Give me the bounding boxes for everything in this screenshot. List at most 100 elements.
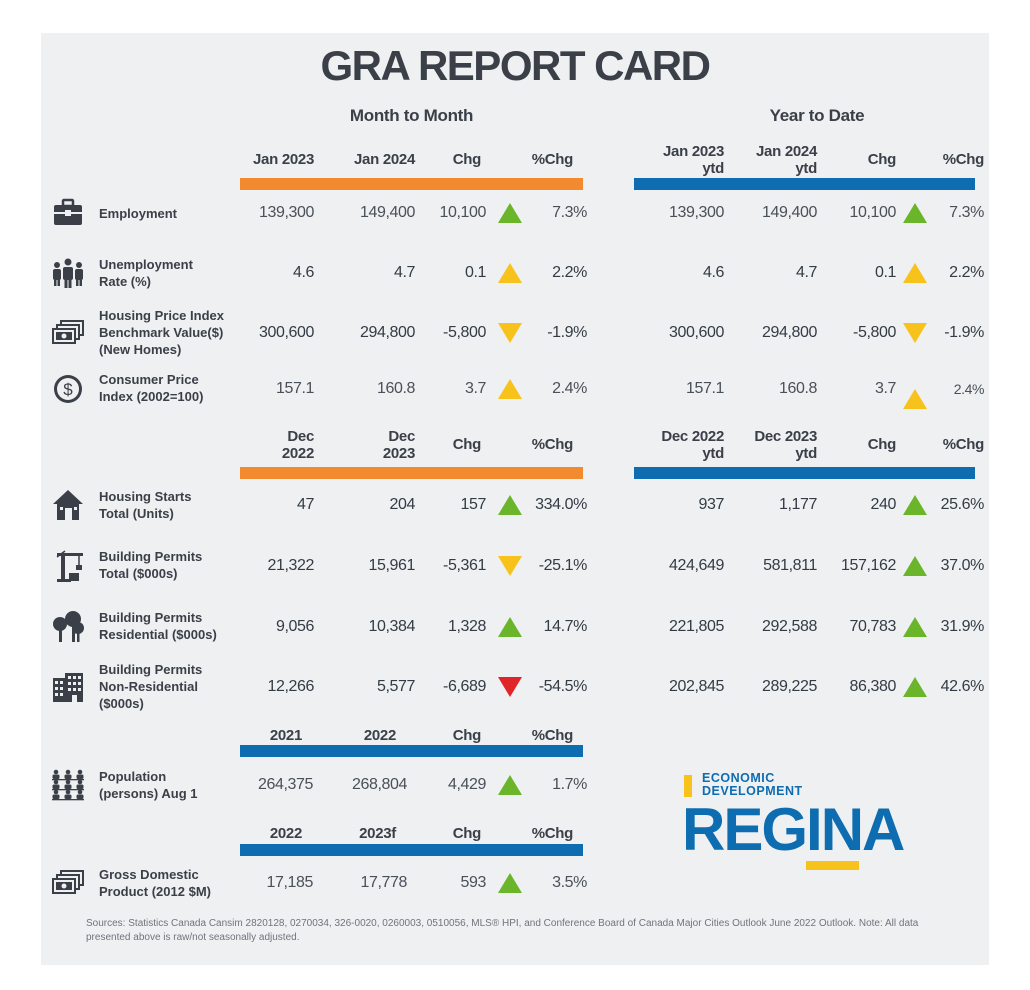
trend-triangle-left <box>498 495 522 515</box>
row-left-value-0: 157.1 <box>275 380 314 397</box>
row-right-value-3: 2.2% <box>949 264 984 281</box>
row-right-value-1: 4.7 <box>795 264 817 281</box>
logo-regina: REGINA <box>682 796 905 863</box>
row-left-value-1: 4.7 <box>393 264 415 281</box>
row-right-value-2: 86,380 <box>849 678 896 695</box>
dollar-coin-icon: $ <box>51 372 85 406</box>
population-icon <box>51 768 85 802</box>
row-left-value-2: 593 <box>460 874 487 891</box>
crane-icon <box>51 549 85 583</box>
trend-triangle-right <box>903 323 927 343</box>
header-d_left-2: Chg <box>452 825 482 842</box>
row-left-value-3: -25.1% <box>538 557 588 574</box>
header-bar-a-left <box>240 178 583 190</box>
row-left-value-1: 204 <box>389 496 416 513</box>
header-a_right-3: %Chg <box>942 151 985 168</box>
row-left-value-2: -6,689 <box>443 678 486 695</box>
header-a_left-0: Jan 2023 <box>253 151 314 168</box>
row-right-value-1: 149,400 <box>761 204 817 221</box>
trend-triangle-right <box>903 389 927 409</box>
row-right-value-1: 160.8 <box>778 380 817 397</box>
row-right-value-0: 300,600 <box>668 324 724 341</box>
trend-triangle-left <box>498 873 522 893</box>
row-right-value-2: 157,162 <box>840 557 896 574</box>
header-d_left-0: 2022 <box>269 825 302 842</box>
row-left-value-2: 1,328 <box>447 618 486 635</box>
row-left-value-1: 268,804 <box>351 776 407 793</box>
row-right-value-2: -5,800 <box>853 324 896 341</box>
row-right-value-3: 31.9% <box>940 618 985 635</box>
row-right-value-1: 294,800 <box>761 324 817 341</box>
header-a_left-1: Jan 2024 <box>354 151 415 168</box>
trend-triangle-left <box>498 379 522 399</box>
row-right-value-0: 221,805 <box>668 618 724 635</box>
logo-underline <box>806 861 859 870</box>
row-right-value-3: 42.6% <box>940 678 985 695</box>
row-label: Gross Domestic Product (2012 $M) <box>99 867 211 899</box>
row-right-value-3: 25.6% <box>940 496 985 513</box>
row-right-value-2: 0.1 <box>874 264 896 281</box>
row-left-value-1: 15,961 <box>368 557 415 574</box>
cash-stack-icon <box>51 866 85 900</box>
row-left-value-0: 47 <box>297 496 314 513</box>
trend-triangle-right <box>903 263 927 283</box>
row-left-value-0: 21,322 <box>267 557 314 574</box>
header-b_left-0: Dec 2022 <box>281 428 314 462</box>
header-a_left-3: %Chg <box>531 151 574 168</box>
row-right-value-2: 240 <box>870 496 897 513</box>
header-d_left-3: %Chg <box>531 825 574 842</box>
row-label: Employment <box>99 206 178 221</box>
row-right-value-0: 4.6 <box>702 264 724 281</box>
row-right-value-3: -1.9% <box>944 324 984 341</box>
row-label: Housing Price Index Benchmark Value($) (… <box>99 308 224 357</box>
row-right-value-0: 157.1 <box>685 380 724 397</box>
row-left-value-1: 17,778 <box>360 874 407 891</box>
header-a_right-2: Chg <box>867 151 897 168</box>
row-right-value-0: 202,845 <box>668 678 724 695</box>
row-right-value-2: 70,783 <box>849 618 896 635</box>
header-b_right-2: Chg <box>867 436 897 453</box>
header-c_left-3: %Chg <box>531 727 574 744</box>
row-left-value-3: 7.3% <box>552 204 587 221</box>
row-right-value-2: 3.7 <box>874 380 896 397</box>
row-label: Unemployment Rate (%) <box>99 257 193 289</box>
row-left-value-2: 0.1 <box>464 264 486 281</box>
trend-triangle-left <box>498 263 522 283</box>
row-left-value-1: 294,800 <box>359 324 415 341</box>
trend-triangle-right <box>903 617 927 637</box>
header-b_left-1: Dec 2023 <box>382 428 415 462</box>
row-label: Building Permits Residential ($000s) <box>99 610 217 642</box>
row-left-value-0: 300,600 <box>258 324 314 341</box>
trend-triangle-left <box>498 617 522 637</box>
row-right-value-0: 139,300 <box>668 204 724 221</box>
row-left-value-3: 3.5% <box>552 874 587 891</box>
row-left-value-0: 17,185 <box>266 874 313 891</box>
row-left-value-2: 3.7 <box>464 380 486 397</box>
header-bar-b-right <box>634 467 975 479</box>
row-left-value-2: 157 <box>460 496 487 513</box>
header-b_right-3: %Chg <box>942 436 985 453</box>
row-label: Consumer Price Index (2002=100) <box>99 372 204 404</box>
row-right-value-1: 292,588 <box>761 618 817 635</box>
header-bar-a-right <box>634 178 975 190</box>
trend-triangle-left <box>498 677 522 697</box>
group-year-to-date: Year to Date <box>769 106 865 125</box>
row-right-value-3: 2.4% <box>953 381 985 397</box>
office-building-icon <box>51 670 85 704</box>
row-left-value-3: 2.2% <box>552 264 587 281</box>
row-left-value-1: 149,400 <box>359 204 415 221</box>
sources-note: Sources: Statistics Canada Cansim 282012… <box>86 918 919 943</box>
svg-text:$: $ <box>63 380 73 399</box>
row-right-value-0: 937 <box>698 496 725 513</box>
header-c_left-2: Chg <box>452 727 482 744</box>
row-left-value-0: 4.6 <box>292 264 314 281</box>
page-title: GRA REPORT CARD <box>320 42 711 89</box>
group-month-to-month: Month to Month <box>349 106 474 125</box>
header-b_left-3: %Chg <box>531 436 574 453</box>
row-right-value-1: 1,177 <box>778 496 817 513</box>
people-icon <box>51 256 85 290</box>
row-label: Housing Starts Total (Units) <box>99 489 192 521</box>
cash-stack-icon <box>51 316 85 350</box>
row-left-value-1: 10,384 <box>368 618 415 635</box>
row-left-value-2: 4,429 <box>447 776 486 793</box>
